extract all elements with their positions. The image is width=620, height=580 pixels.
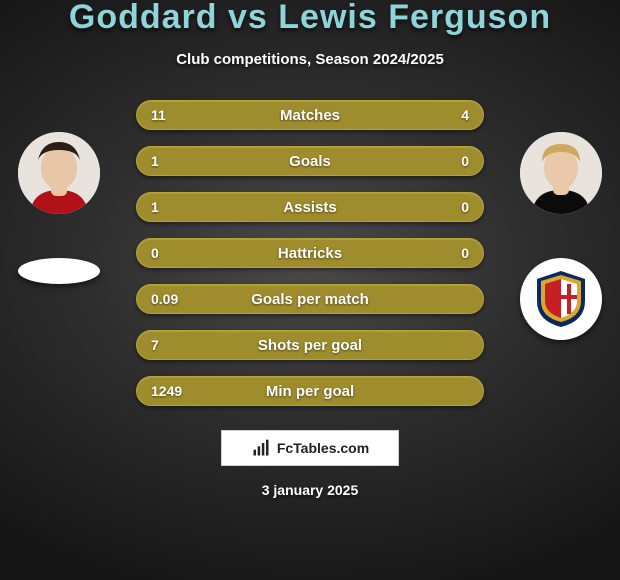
comparison-card: Goddard vs Lewis Ferguson Club competiti… — [0, 0, 620, 580]
stat-right-value: 4 — [461, 107, 469, 123]
club-left-badge — [18, 258, 100, 284]
hair — [38, 142, 80, 160]
stat-label: Goals — [137, 153, 483, 170]
stat-row: 0Hattricks0 — [136, 238, 484, 268]
brand-text: FcTables.com — [277, 440, 369, 456]
stat-left-value: 0 — [151, 245, 159, 261]
stat-label: Min per goal — [137, 383, 483, 400]
stat-row: 0.09Goals per match — [136, 284, 484, 314]
stat-label: Matches — [137, 107, 483, 124]
face — [544, 147, 578, 189]
face — [41, 146, 77, 190]
player-right-portrait-icon — [520, 132, 602, 214]
player-left-portrait-icon — [18, 132, 100, 214]
page-title: Goddard vs Lewis Ferguson — [0, 0, 620, 37]
stat-label: Shots per goal — [137, 337, 483, 354]
stat-right-value: 0 — [461, 245, 469, 261]
stat-row: 1Assists0 — [136, 192, 484, 222]
shirt — [30, 190, 88, 214]
bologna-badge-icon — [529, 267, 593, 331]
player-right-avatar — [520, 132, 602, 214]
neck — [51, 184, 67, 196]
hair — [542, 144, 580, 162]
stat-row: 7Shots per goal — [136, 330, 484, 360]
stat-left-value: 1 — [151, 199, 159, 215]
date-text: 3 january 2025 — [0, 482, 620, 498]
stat-right-value: 0 — [461, 199, 469, 215]
player-left-avatar — [18, 132, 100, 214]
stat-left-value: 0.09 — [151, 291, 178, 307]
brand-badge: FcTables.com — [221, 430, 399, 466]
stat-row: 11Matches4 — [136, 100, 484, 130]
stat-row: 1249Min per goal — [136, 376, 484, 406]
subtitle: Club competitions, Season 2024/2025 — [0, 51, 620, 68]
stat-left-value: 1249 — [151, 383, 182, 399]
stat-label: Goals per match — [137, 291, 483, 308]
shirt — [532, 190, 590, 214]
stat-label: Assists — [137, 199, 483, 216]
club-right-badge — [520, 258, 602, 340]
neck — [553, 183, 569, 195]
stat-label: Hattricks — [137, 245, 483, 262]
stat-right-value: 0 — [461, 153, 469, 169]
stat-list: 11Matches41Goals01Assists00Hattricks00.0… — [136, 100, 484, 406]
stat-left-value: 11 — [151, 107, 166, 123]
stat-left-value: 7 — [151, 337, 159, 353]
stat-left-value: 1 — [151, 153, 159, 169]
stat-row: 1Goals0 — [136, 146, 484, 176]
bar-chart-icon — [251, 438, 271, 458]
